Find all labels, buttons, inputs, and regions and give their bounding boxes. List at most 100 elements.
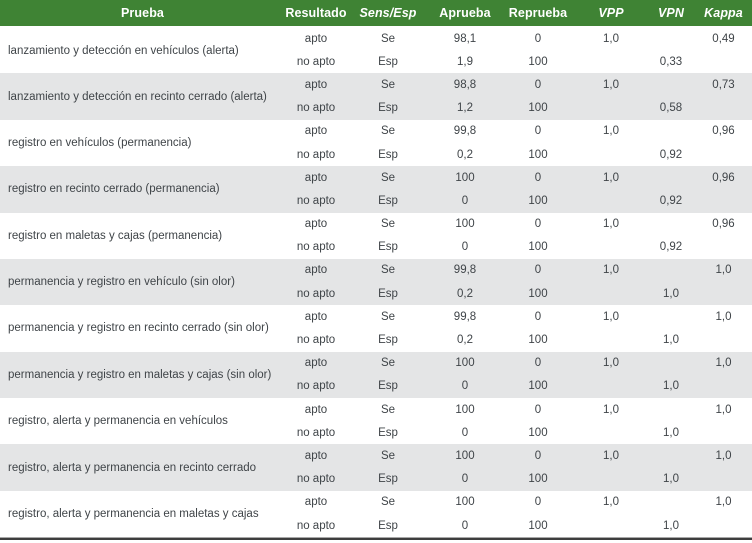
aprueba-cell: 100 xyxy=(429,351,501,375)
vpn-cell: 0,58 xyxy=(647,96,695,120)
vpp-cell xyxy=(575,189,647,213)
vpn-cell: 1,0 xyxy=(647,467,695,491)
sens_esp-cell: Esp xyxy=(347,467,429,491)
sens_esp-cell: Se xyxy=(380,403,396,416)
sens_esp-cell: Se xyxy=(347,73,429,97)
vpn-cell xyxy=(647,27,695,50)
sens_esp-cell: Esp xyxy=(378,55,398,68)
reprueba-cell: 0 xyxy=(501,444,575,468)
kappa-cell: 1,0 xyxy=(695,444,752,468)
sens_esp-cell: Esp xyxy=(378,148,398,161)
prueba-cell: permanencia y registro en maletas y caja… xyxy=(0,351,285,398)
reprueba-cell: 100 xyxy=(528,241,548,254)
aprueba-cell: 100 xyxy=(455,403,475,416)
vpn-cell: 1,0 xyxy=(663,334,679,347)
vpn-cell: 0,92 xyxy=(659,148,683,161)
resultado-cell: apto xyxy=(304,33,328,46)
table-row: registro, alerta y permanencia en vehícu… xyxy=(0,398,752,428)
sens_esp-cell: Se xyxy=(380,33,396,46)
reprueba-cell: 100 xyxy=(501,282,575,306)
reprueba-cell: 0 xyxy=(534,33,542,46)
resultado-cell: no apto xyxy=(285,374,347,398)
vpp-cell: 1,0 xyxy=(603,310,619,323)
kappa-cell xyxy=(695,421,752,444)
kappa-cell xyxy=(695,467,752,491)
prueba-cell: registro en vehículos (permanencia) xyxy=(8,136,192,149)
vpp-cell: 1,0 xyxy=(575,444,647,468)
reprueba-cell: 100 xyxy=(501,189,575,213)
sens_esp-cell: Esp xyxy=(378,426,398,439)
vpn-cell xyxy=(647,166,695,190)
kappa-cell xyxy=(695,189,752,213)
resultado-cell: no apto xyxy=(296,519,336,532)
table-row: registro, alerta y permanencia en maleta… xyxy=(0,491,752,520)
vpn-cell xyxy=(647,398,695,421)
kappa-cell: 1,0 xyxy=(715,403,732,416)
vpn-cell xyxy=(647,305,695,328)
prueba-cell: permanencia y registro en vehículo (sin … xyxy=(0,258,285,306)
kappa-cell: 0,96 xyxy=(695,166,752,190)
aprueba-cell: 1,2 xyxy=(429,96,501,120)
kappa-cell xyxy=(695,236,752,259)
kappa-cell xyxy=(695,374,752,398)
prueba-cell: registro, alerta y permanencia en recint… xyxy=(0,444,285,491)
sens_esp-cell: Se xyxy=(347,444,429,468)
table-row: no apto Esp 0,2 100 1,0 xyxy=(0,282,752,306)
vpp-cell: 1,0 xyxy=(603,496,619,509)
reprueba-cell: 0 xyxy=(501,351,575,375)
vpn-cell: 0,92 xyxy=(647,189,695,213)
reprueba-cell: 0 xyxy=(501,166,575,190)
vpp-cell xyxy=(575,143,647,166)
kappa-cell: 1,0 xyxy=(715,496,732,509)
aprueba-cell: 100 xyxy=(429,166,501,190)
vpp-cell xyxy=(575,328,647,351)
vpn-cell: 1,0 xyxy=(663,426,679,439)
vpp-cell: 1,0 xyxy=(575,73,647,97)
reprueba-cell: 0 xyxy=(501,258,575,283)
resultado-cell: apto xyxy=(304,496,328,509)
aprueba-cell: 99,8 xyxy=(429,258,501,283)
aprueba-cell: 100 xyxy=(455,218,475,231)
table-row: no apto Esp 0 100 1,0 xyxy=(0,421,752,444)
table-header: Prueba Resultado Sens/Esp Aprueba Reprueba VP… xyxy=(0,0,752,28)
vpn-cell xyxy=(647,73,695,97)
resultado-cell: apto xyxy=(285,444,347,468)
kappa-cell xyxy=(695,514,752,537)
sens_esp-cell: Se xyxy=(347,351,429,375)
reprueba-cell: 0 xyxy=(534,125,542,138)
kappa-cell: 1,0 xyxy=(695,258,752,283)
sens_esp-cell: Esp xyxy=(347,374,429,398)
reprueba-cell: 0 xyxy=(534,218,542,231)
aprueba-cell: 99,8 xyxy=(453,125,477,138)
reprueba-cell: 0 xyxy=(534,310,542,323)
vpn-cell xyxy=(647,213,695,236)
aprueba-cell: 100 xyxy=(429,444,501,468)
header-cell-reprueba: Reprueba xyxy=(501,0,575,28)
vpn-cell xyxy=(647,444,695,468)
aprueba-cell: 98,8 xyxy=(429,73,501,97)
prueba-cell: registro en maletas y cajas (permanencia… xyxy=(8,229,223,242)
resultado-cell: apto xyxy=(285,258,347,283)
vpn-cell xyxy=(647,351,695,375)
prueba-cell: permanencia y registro en recinto cerrad… xyxy=(8,322,269,335)
table-row: registro en recinto cerrado (permanencia… xyxy=(0,166,752,213)
resultado-cell: apto xyxy=(304,218,328,231)
sens_esp-cell: Esp xyxy=(378,241,398,254)
resultado-cell: apto xyxy=(304,310,328,323)
header-cell-resultado: Resultado xyxy=(285,0,347,28)
vpp-cell: 1,0 xyxy=(575,166,647,190)
aprueba-cell: 0 xyxy=(461,519,469,532)
aprueba-cell: 0 xyxy=(461,241,469,254)
sens_esp-cell: Se xyxy=(347,166,429,190)
resultado-cell: no apto xyxy=(296,55,336,68)
vpp-cell xyxy=(575,96,647,120)
aprueba-cell: 0 xyxy=(429,467,501,491)
header-cell-kappa: Kappa xyxy=(695,0,752,28)
vpn-cell: 0,33 xyxy=(659,55,683,68)
aprueba-cell: 0 xyxy=(461,426,469,439)
resultado-cell: apto xyxy=(285,166,347,190)
table-row: permanencia y registro en recinto cerrad… xyxy=(0,305,752,335)
resultado-cell: no apto xyxy=(285,189,347,213)
table-row: no apto Esp 0 100 0,92 xyxy=(0,189,752,213)
